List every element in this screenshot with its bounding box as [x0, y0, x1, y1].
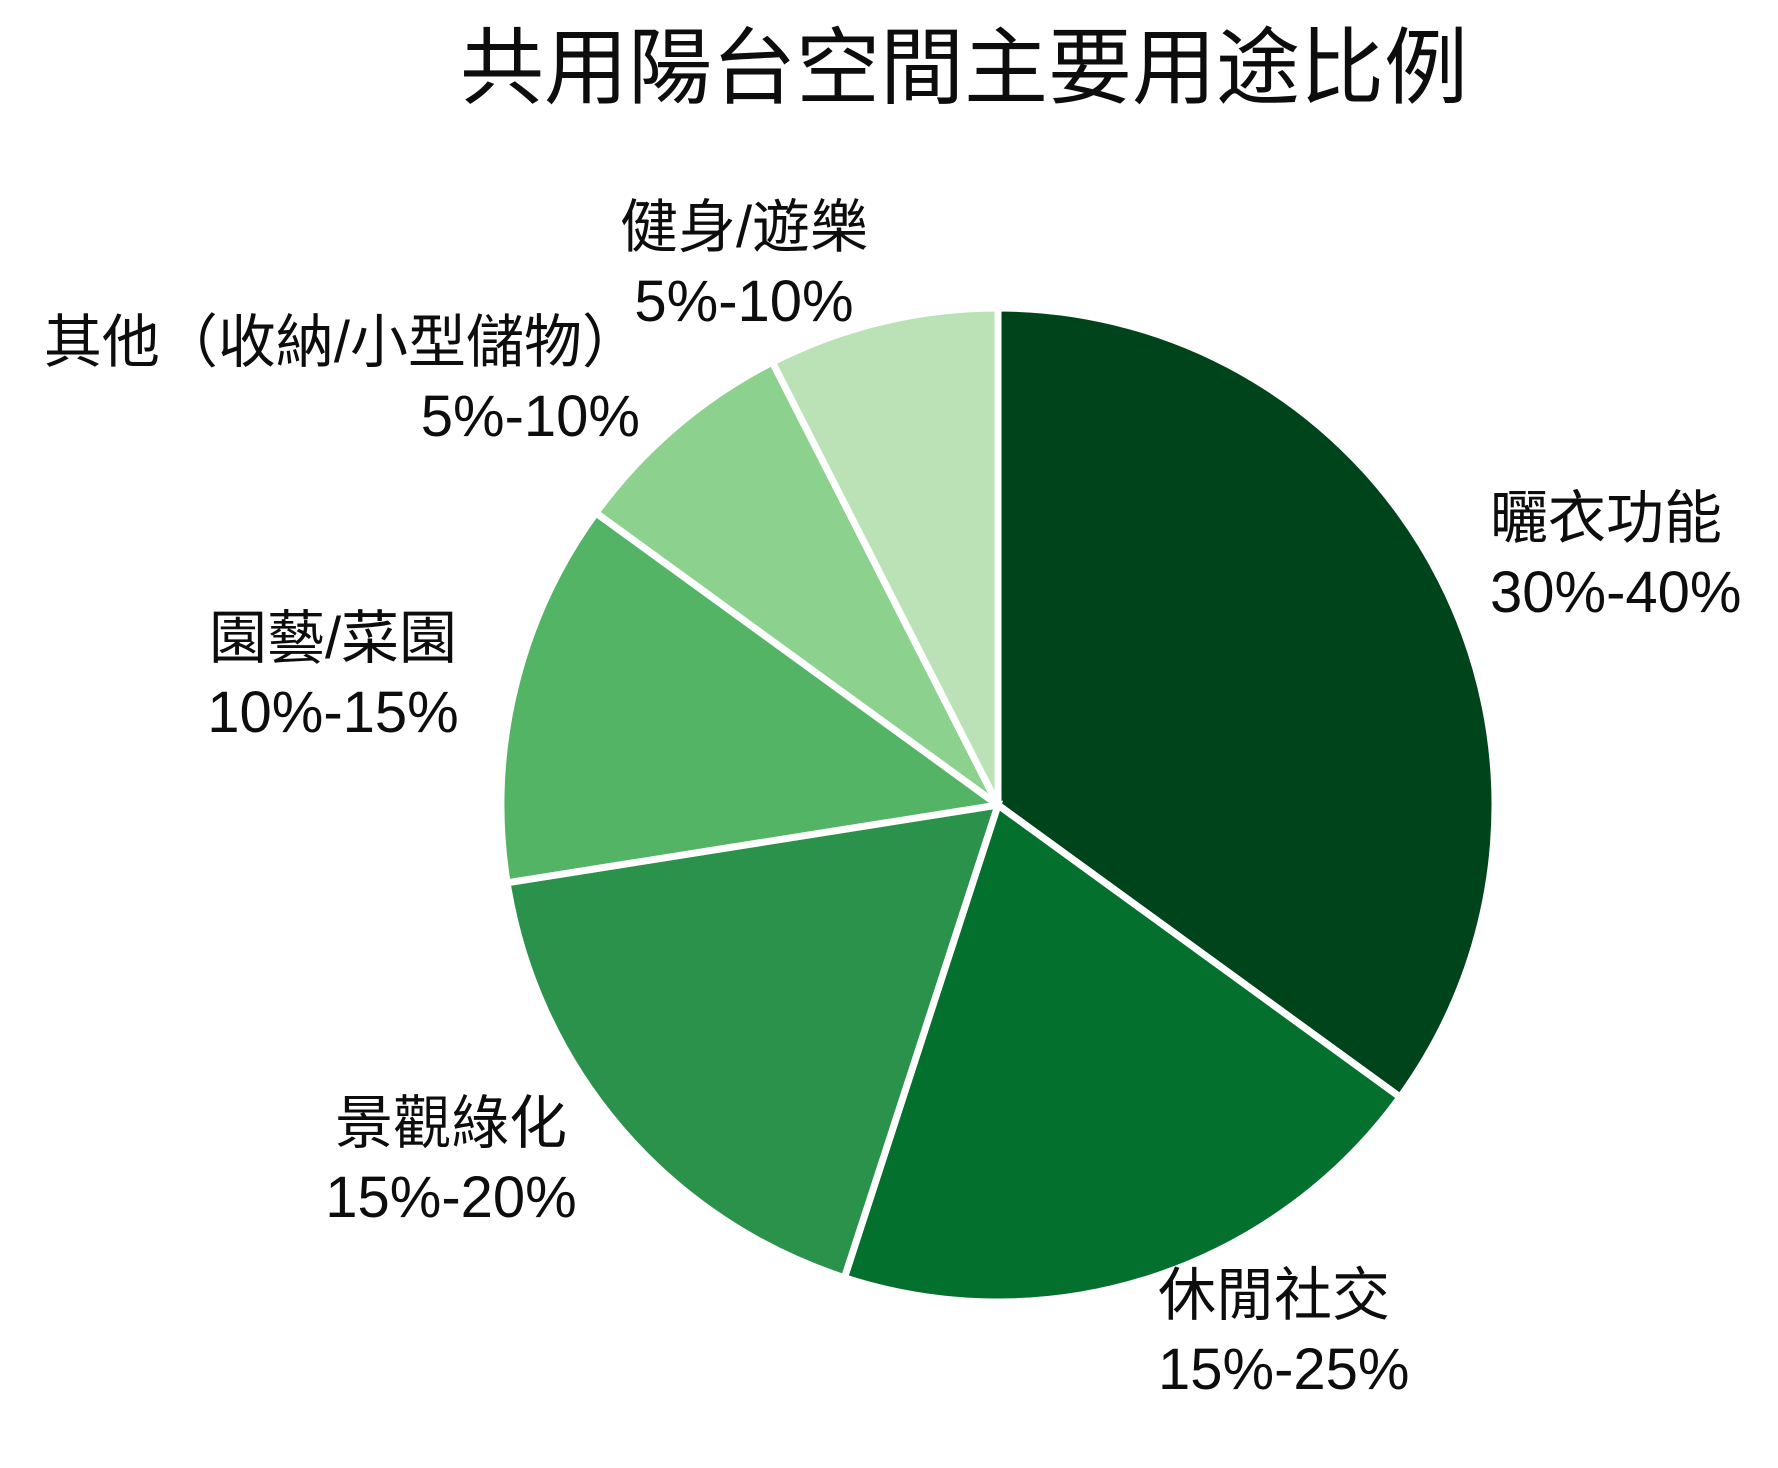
slice-label-name: 休閒社交 [1158, 1263, 1391, 1328]
slice-label-range: 10%-15% [207, 680, 459, 745]
slice-label-name: 曬衣功能 [1490, 486, 1723, 551]
slice-label-name: 景觀綠化 [334, 1091, 567, 1156]
slice-label-range: 5%-10% [634, 269, 854, 334]
pie-slice-5 [767, 304, 1002, 807]
slice-label-leisure-social: 休閒社交 15%-25% [1158, 1259, 1409, 1407]
pie-slice-4 [591, 357, 1002, 808]
slice-label-range: 30%-40% [1490, 560, 1742, 625]
slice-label-name: 園藝/菜園 [208, 606, 458, 671]
slice-label-name: 健身/遊樂 [619, 195, 869, 260]
slice-label-range: 15%-25% [1158, 1337, 1410, 1402]
pie-slice-1 [840, 799, 1405, 1306]
pie-slice-3 [497, 507, 1007, 887]
slice-label-range: 5%-10% [420, 384, 640, 449]
chart-title: 共用陽台空間主要用途比例 [459, 21, 1468, 115]
slice-label-fitness-play: 健身/遊樂 5%-10% [544, 191, 944, 339]
slice-label-name: 其他（收納/小型儲物） [43, 310, 640, 375]
slice-label-other-storage: 其他（收納/小型儲物） 5%-10% [0, 306, 640, 454]
slice-label-landscaping: 景觀綠化 15%-20% [251, 1087, 651, 1235]
slice-label-drying: 曬衣功能 30%-40% [1490, 482, 1741, 630]
slice-label-gardening: 園藝/菜園 10%-15% [133, 602, 533, 750]
slice-label-range: 15%-20% [325, 1165, 577, 1230]
pie-slice-2 [503, 800, 1004, 1283]
pie-slice-0 [994, 304, 1499, 1103]
